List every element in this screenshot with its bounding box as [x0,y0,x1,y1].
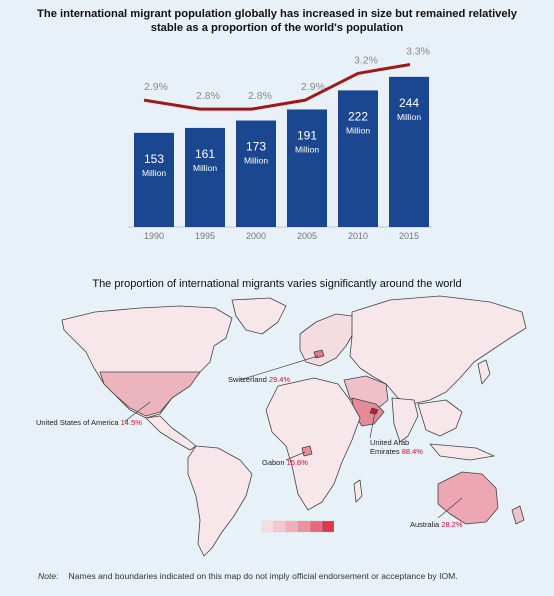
map-india [391,397,419,443]
note-text: Names and boundaries indicated on this m… [68,571,458,581]
callout-switzerland: Switzerland 29.4% [228,375,290,384]
callout-australia-name: Australia [410,520,440,529]
map-russia-asia [349,295,527,405]
map-title: The proportion of international migrants… [92,278,462,290]
callout-gabon-name: Gabon [262,458,285,467]
legend-swatch [285,520,299,533]
proportion-line-group: 2.9% 2.8% 2.8% 2.9% 3.2% 3.3% [143,45,430,111]
proportion-label-2015: 3.3% [406,45,430,57]
callout-usa: United States of America 14.5% [36,418,142,427]
callout-gabon-value: 15.6% [286,458,308,467]
callout-uae-value: 88.4% [401,447,423,456]
bar-unit-label-2005: Million [295,144,319,154]
bar-2005 [287,109,327,227]
bar-value-label-2010: 222 [348,109,368,123]
x-tick-label-1990: 1990 [144,231,164,241]
bar-2010 [338,90,378,227]
proportion-label-2010: 3.2% [354,54,378,66]
map-uae [369,407,379,415]
map-note: Note: Names and boundaries indicated on t… [38,571,458,581]
x-tick-label-2010: 2010 [348,231,368,241]
bar-unit-label-1995: Million [193,163,217,173]
chart-title: The international migrant population glo… [37,8,517,34]
callout-switzerland-name: Switzerland [228,375,267,384]
bar-value-label-1990: 153 [144,152,164,166]
legend-swatch [261,520,275,533]
proportion-label-2005: 2.9% [301,81,325,93]
callout-usa-name: United States of America [36,418,119,427]
x-tick-label-2015: 2015 [399,231,419,241]
map-se-asia [417,399,463,437]
callout-lines [123,355,463,519]
proportion-line [143,62,411,111]
bar-value-label-2000: 173 [246,140,266,154]
map-south-america [187,445,253,557]
map-central-america [145,415,197,451]
callout-australia-value: 28.2% [441,520,463,529]
bar-value-label-2005: 191 [297,128,317,142]
map-switzerland [313,349,325,359]
bar-group: 153 Million 1990 161 Million 1995 173 Million 20… [134,76,429,241]
world-map [61,295,527,557]
legend-swatch [297,520,311,533]
legend-swatch [273,520,287,533]
callout-gabon: Gabon 15.6% [262,458,308,467]
proportion-label-2000: 2.8% [248,90,272,102]
map-usa [99,371,201,417]
bar-1990 [134,132,174,227]
legend-swatch [321,520,335,533]
bar-unit-label-2015: Million [397,112,421,122]
x-tick-label-2000: 2000 [246,231,266,241]
map-greenland [231,297,287,335]
callout-switzerland-value: 29.4% [268,375,291,384]
map-gabon [301,445,313,457]
note-label: Note: [38,571,59,581]
bar-value-label-1995: 161 [195,147,215,161]
callout-australia: Australia 28.2% [410,520,463,529]
bar-1995 [185,127,225,227]
x-tick-label-2005: 2005 [297,231,317,241]
legend-swatch [309,520,323,533]
callout-uae: United Arab Emirates 88.4% [370,438,432,456]
map-legend [261,520,335,533]
bar-unit-label-2010: Million [346,125,370,135]
map-madagascar [353,479,363,503]
bar-2000 [236,120,276,227]
map-europe [299,313,355,367]
map-australia [437,471,499,525]
map-africa [265,377,361,511]
map-indonesia [429,443,495,461]
map-new-zealand [511,505,525,525]
x-tick-label-1995: 1995 [195,231,215,241]
bar-unit-label-2000: Million [244,156,268,166]
callout-uae-name: United Arab Emirates [370,438,410,456]
proportion-label-1990: 2.9% [144,81,168,93]
callout-usa-value: 14.5% [120,418,142,427]
bar-2015 [389,76,429,227]
bar-unit-label-1990: Million [142,168,166,178]
proportion-label-1995: 2.8% [196,90,220,102]
bar-value-label-2015: 244 [399,96,419,110]
map-japan [477,359,491,385]
